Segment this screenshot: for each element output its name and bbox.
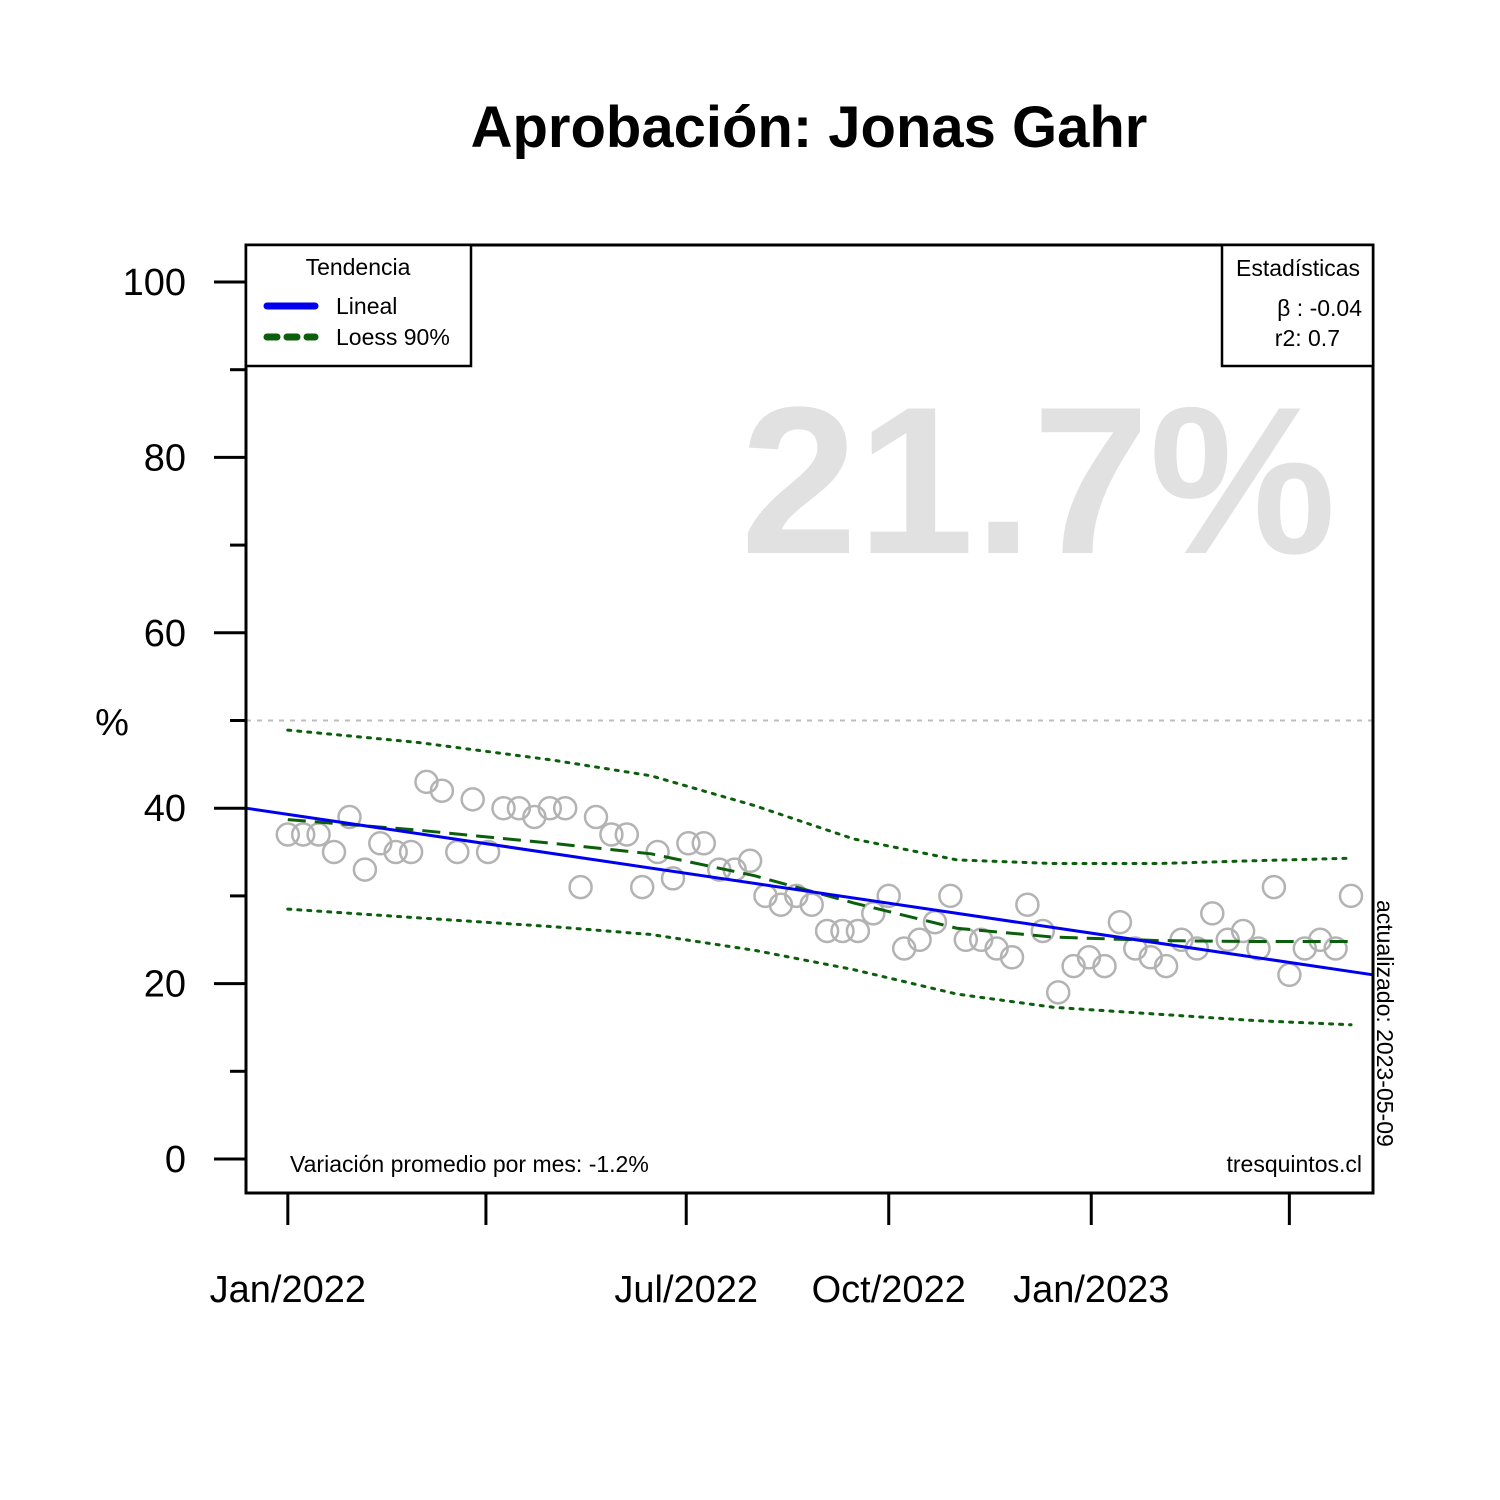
data-point: [629, 874, 655, 900]
data-point: [552, 795, 578, 821]
data-point: [368, 831, 393, 856]
data-point: [1261, 874, 1287, 900]
data-point: [445, 839, 470, 865]
footer-source: tresquintos.cl: [1226, 1151, 1362, 1177]
data-point: [907, 927, 932, 953]
data-point: [614, 822, 640, 847]
data-point: [383, 839, 408, 865]
data-point: [1030, 918, 1056, 944]
data-point: [352, 857, 378, 882]
data-point: [1307, 927, 1333, 953]
data-point: [475, 839, 501, 865]
loess-band-group: [286, 728, 1353, 1027]
data-point: [568, 874, 593, 900]
x-tick-label: Jan/2022: [210, 1269, 366, 1311]
y-axis-label: %: [95, 702, 129, 744]
data-point: [1092, 953, 1117, 979]
footer-variation: Variación promedio por mes: -1.2%: [290, 1151, 649, 1177]
legend-label-loess: Loess 90%: [336, 324, 450, 350]
loess-fit-line: [287, 818, 1351, 943]
y-axis: 0 20 40 60 80 100: [123, 262, 246, 1181]
stats-beta: β : -0.04: [1277, 295, 1362, 321]
plot-frame: [244, 243, 1375, 1195]
data-point: [676, 831, 701, 856]
data-point: [1200, 901, 1225, 926]
x-tick-label: Jul/2022: [614, 1269, 758, 1311]
data-point: [337, 804, 362, 830]
data-point: [1045, 980, 1071, 1005]
data-point: [1323, 936, 1348, 961]
data-point: [999, 945, 1025, 970]
chart-title: Aprobación: Jonas Gahr: [471, 95, 1148, 160]
y-tick-label: 20: [144, 964, 186, 1006]
y-tick-label: 100: [123, 262, 186, 304]
data-point: [1338, 883, 1364, 909]
data-point: [599, 822, 624, 847]
data-point: [660, 866, 686, 891]
data-point: [429, 778, 455, 803]
data-point: [830, 918, 855, 944]
legend-label-lineal: Lineal: [336, 293, 397, 319]
trend-lines-group: [245, 806, 1374, 977]
data-point: [583, 804, 609, 830]
loess-lower-band: [286, 907, 1353, 1027]
data-point: [691, 831, 717, 856]
data-point: [814, 918, 840, 944]
data-point: [290, 822, 316, 847]
loess-upper-band: [286, 728, 1353, 865]
data-point: [891, 936, 917, 961]
data-point: [1107, 909, 1133, 935]
data-point: [1015, 892, 1040, 917]
y-tick-label: 0: [165, 1139, 186, 1181]
data-point: [275, 822, 301, 847]
points-group: [275, 769, 1364, 1005]
stats-r2: r2: 0.7: [1275, 325, 1340, 351]
data-point: [491, 795, 516, 821]
data-point: [737, 848, 763, 874]
x-tick-label: Oct/2022: [812, 1269, 966, 1311]
x-tick-label: Jan/2023: [1013, 1269, 1169, 1311]
data-point: [938, 883, 963, 909]
y-tick-label: 80: [144, 437, 186, 479]
data-point: [398, 839, 424, 865]
stats-title: Estadísticas: [1236, 255, 1360, 281]
linear-trend-line: [245, 806, 1374, 977]
y-tick-label: 60: [144, 613, 186, 655]
data-point: [1230, 918, 1256, 944]
data-point: [876, 883, 901, 909]
stats-box-frame: [1220, 243, 1375, 368]
data-point: [460, 787, 485, 812]
x-axis: Jan/2022 Jul/2022 Oct/2022 Jan/2023: [210, 1193, 1291, 1311]
data-point: [1292, 936, 1318, 961]
updated-label: actualizado: 2023-05-09: [1372, 900, 1398, 1147]
data-point: [321, 839, 347, 865]
data-point: [799, 892, 824, 917]
data-point: [968, 927, 994, 953]
stats-box: Estadísticas β : -0.04 r2: 0.7: [1220, 243, 1375, 368]
data-point: [1246, 936, 1271, 961]
data-point: [845, 918, 871, 944]
y-tick-label: 40: [144, 788, 186, 830]
data-point: [537, 795, 563, 821]
data-point: [1153, 953, 1179, 979]
big-value: 21.7%: [741, 363, 1336, 598]
legend-title: Tendencia: [306, 254, 411, 280]
legend: Tendencia Lineal Loess 90%: [244, 243, 473, 368]
